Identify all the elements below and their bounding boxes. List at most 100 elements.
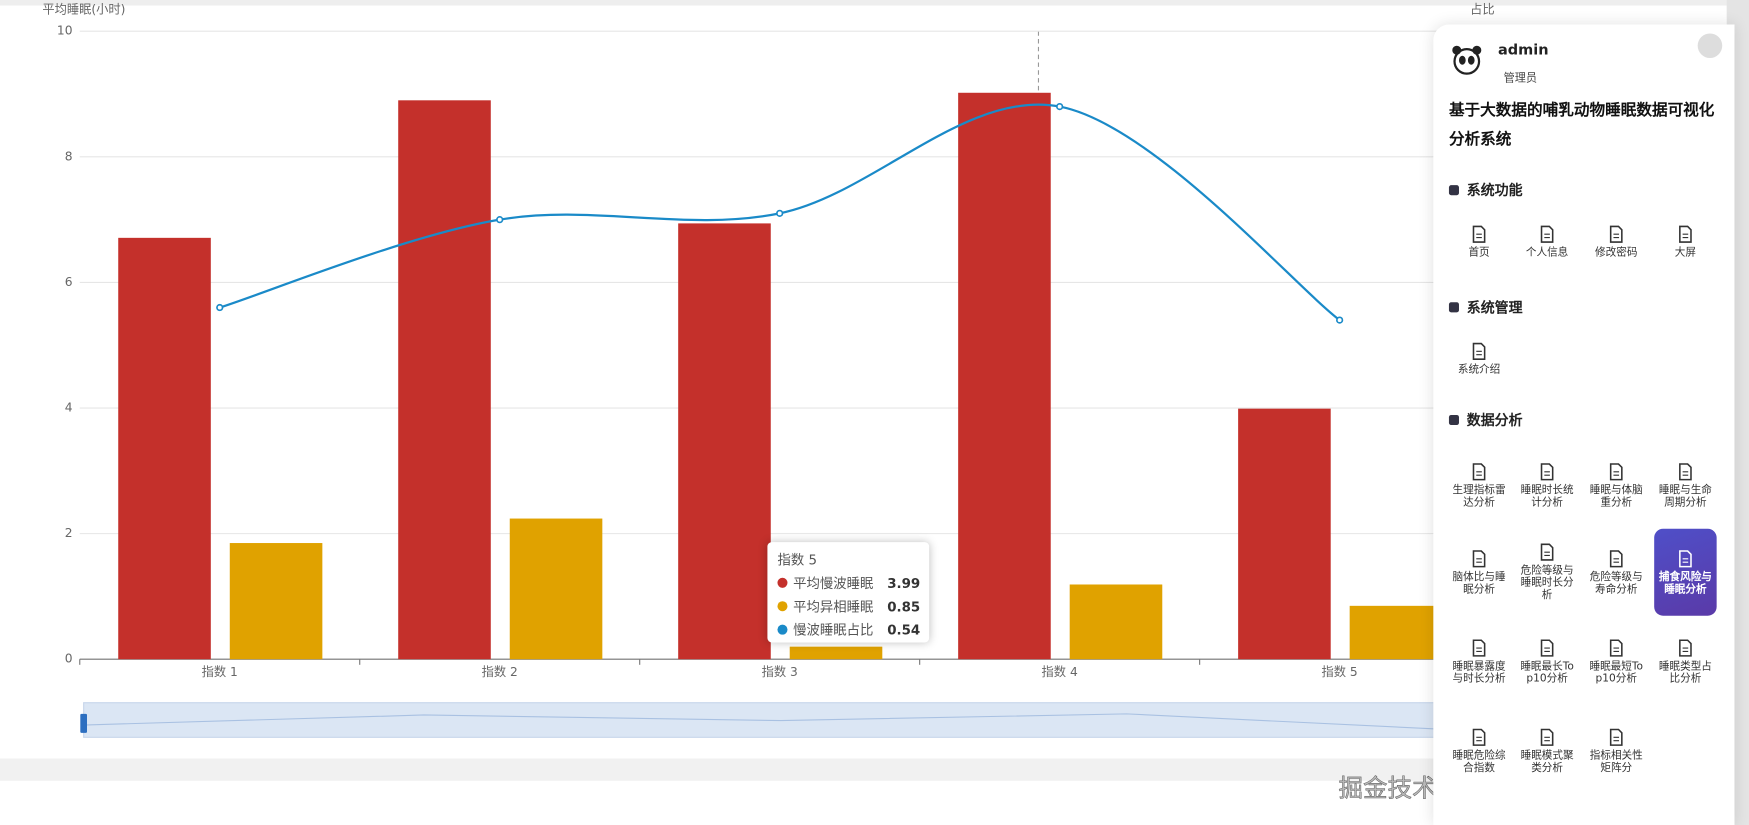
line-point	[496, 216, 504, 224]
bar	[1349, 605, 1443, 660]
icon	[1472, 225, 1486, 243]
close-button[interactable]	[1697, 33, 1723, 59]
menu-item-label: 睡眠模式聚类分析	[1520, 749, 1574, 774]
tooltip-title: 指数 5	[777, 552, 818, 568]
bar	[958, 92, 1051, 660]
tooltip-row: 慢波睡眠占比 0.54	[777, 620, 920, 639]
menu-item[interactable]: 大屏	[1654, 214, 1716, 270]
menu-item-label: 修改密码	[1595, 246, 1638, 259]
data-zoom-handle[interactable]	[80, 713, 88, 733]
menu-item[interactable]: 个人信息	[1516, 214, 1578, 270]
section-icon	[1448, 414, 1459, 425]
menu-item[interactable]: 睡眠与生命周期分析	[1654, 442, 1716, 529]
tooltip-marker	[777, 601, 788, 612]
menu-item[interactable]: 系统介绍	[1448, 331, 1510, 387]
bar	[678, 223, 771, 660]
line-point	[1056, 102, 1064, 111]
icon	[1472, 638, 1486, 657]
bar	[1069, 584, 1163, 660]
bar	[398, 100, 491, 660]
tooltip: 指数 5 平均慢波睡眠 3.99 平均异相睡眠 0.85 慢波睡眠占比 0.54	[767, 542, 930, 643]
icon	[1679, 462, 1692, 480]
section-title: 数据分析	[1466, 411, 1523, 429]
icon	[1540, 225, 1554, 243]
top-band	[0, 0, 1749, 6]
menu-item[interactable]: 危险等级与寿命分析	[1585, 529, 1647, 616]
menu-item[interactable]: 修改密码	[1585, 214, 1647, 270]
menu-item[interactable]: 睡眠暴露度与时长分析	[1448, 618, 1510, 705]
icon	[1679, 225, 1692, 243]
menu-item-label: 睡眠类型占比分析	[1658, 659, 1712, 685]
tooltip-series-name: 平均慢波睡眠	[793, 575, 874, 592]
y-tick-label: 0	[65, 652, 73, 666]
icon	[1540, 728, 1554, 746]
icon	[1609, 549, 1623, 567]
menu-item[interactable]: 睡眠与体脑重分析	[1585, 442, 1647, 529]
bar	[118, 237, 211, 660]
tooltip-value: 0.85	[887, 598, 921, 615]
section-title: 系统功能	[1466, 181, 1523, 199]
menu-item-label: 指标相关性矩阵分	[1589, 749, 1643, 774]
menu-item-label: 危险等级与寿命分析	[1589, 570, 1643, 596]
line-point	[216, 303, 224, 312]
menu-item-label: 捕食风险与睡眠分析	[1658, 570, 1712, 596]
menu-item-label: 危险等级与睡眠时长分析	[1520, 564, 1574, 602]
icon	[1472, 728, 1486, 746]
section-icon	[1448, 302, 1459, 313]
line-point	[1336, 316, 1344, 324]
menu-item-label: 睡眠暴露度与时长分析	[1452, 659, 1506, 685]
section-title: 系统管理	[1466, 298, 1523, 316]
section-header: 系统功能	[1448, 178, 1523, 199]
bar	[789, 646, 883, 660]
y-tick-label: 4	[65, 401, 73, 415]
tooltip-row: 平均异相睡眠 0.85	[777, 597, 920, 616]
menu-item[interactable]: 危险等级与睡眠时长分析	[1516, 529, 1578, 616]
menu-item-label: 睡眠时长统计分析	[1520, 483, 1574, 509]
menu-item-label: 睡眠与体脑重分析	[1589, 483, 1643, 509]
y-tick-label: 6	[65, 275, 73, 289]
x-tick-label: 指数 4	[1042, 664, 1078, 679]
y-axis-title: 平均睡眠(小时)	[42, 3, 125, 17]
menu-item[interactable]: 指标相关性矩阵分	[1585, 707, 1647, 794]
icon	[1540, 638, 1554, 657]
menu-item[interactable]: 睡眠模式聚类分析	[1516, 707, 1578, 794]
icon	[1540, 462, 1554, 480]
section-header: 系统管理	[1448, 296, 1523, 317]
x-tick-label: 指数 3	[762, 664, 798, 679]
icon	[1472, 342, 1486, 360]
menu-item[interactable]: 首页	[1448, 214, 1510, 270]
menu-item-label: 个人信息	[1525, 246, 1569, 259]
section-header: 数据分析	[1448, 408, 1523, 429]
icon	[1540, 543, 1554, 561]
menu-item-label: 系统介绍	[1457, 363, 1501, 376]
menu-item-label: 大屏	[1674, 246, 1697, 259]
icon	[1609, 225, 1623, 243]
menu-item[interactable]: 生理指标雷达分析	[1448, 442, 1510, 529]
menu-item[interactable]: 睡眠时长统计分析	[1516, 442, 1578, 529]
user-role: 管理员	[1503, 72, 1538, 85]
menu-item[interactable]: 睡眠最长Top10分析	[1516, 618, 1578, 705]
bottom-band	[0, 758, 1749, 781]
icon	[1679, 638, 1692, 657]
avatar	[1452, 45, 1482, 75]
y2-axis-title: 占比	[1470, 2, 1495, 17]
tooltip-series-name: 慢波睡眠占比	[793, 622, 874, 639]
menu-item[interactable]: 睡眠类型占比分析	[1654, 618, 1716, 705]
tooltip-value: 0.54	[887, 621, 921, 638]
x-tick-label: 指数 2	[482, 664, 518, 679]
tooltip-marker	[777, 624, 788, 635]
y-tick-label: 10	[57, 24, 73, 38]
line	[219, 103, 1341, 321]
menu-item-label: 脑体比与睡眠分析	[1452, 570, 1506, 596]
x-tick-label: 指数 5	[1322, 664, 1358, 679]
menu-item-label: 生理指标雷达分析	[1452, 483, 1506, 509]
menu-item[interactable]: 捕食风险与睡眠分析	[1654, 528, 1717, 616]
menu-item-label: 首页	[1468, 246, 1490, 259]
tooltip-value: 3.99	[887, 575, 921, 591]
icon	[1679, 549, 1692, 567]
menu-item[interactable]: 睡眠危险综合指数	[1448, 707, 1510, 794]
user-name: admin	[1498, 42, 1549, 60]
menu-item[interactable]: 睡眠最短Top10分析	[1585, 618, 1647, 705]
menu-item[interactable]: 脑体比与睡眠分析	[1448, 529, 1510, 616]
